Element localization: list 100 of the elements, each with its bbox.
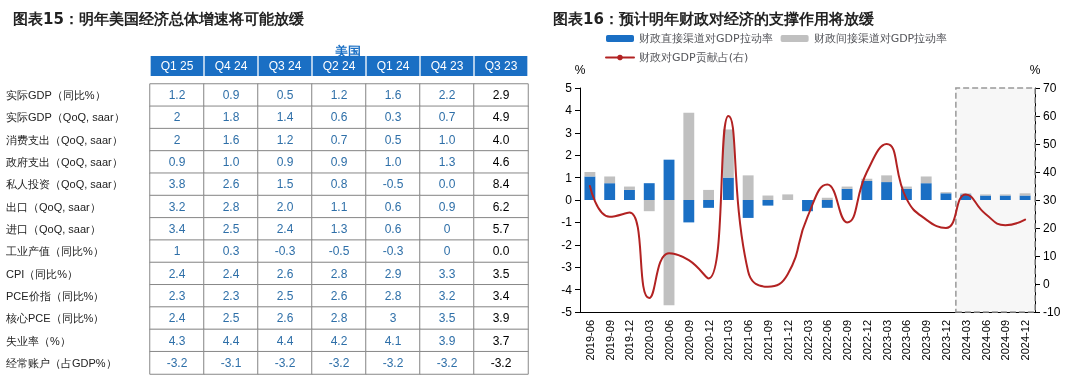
x-tick-label: 2021-12 — [781, 320, 794, 361]
data-label: 0.9 — [276, 155, 294, 170]
data-label: 2.8 — [384, 288, 402, 303]
data-label: 1.5 — [276, 177, 294, 192]
bar — [920, 176, 932, 184]
bar — [604, 176, 616, 184]
y2-tick-label: 50 — [1043, 137, 1057, 151]
data-label: 2.8 — [330, 266, 348, 281]
data-label: 2.3 — [168, 288, 186, 303]
x-tick-label: Q2 24 — [322, 59, 356, 73]
data-label: 1.4 — [276, 110, 294, 125]
bar — [1019, 195, 1031, 200]
data-label: -3.2 — [436, 355, 458, 370]
data-label: 2.6 — [222, 177, 240, 192]
data-label: 2.9 — [492, 88, 510, 103]
data-label: 3.5 — [492, 266, 510, 281]
data-label: -3.2 — [490, 355, 512, 370]
data-label: 2 — [173, 132, 181, 147]
data-label: 2.8 — [222, 199, 240, 214]
bar — [584, 172, 596, 177]
y-tick-label: PCE价指（同比%） — [6, 289, 105, 302]
y-tick-label: 私人投资（QoQ, saar） — [6, 178, 123, 191]
y-tick-label: -4 — [561, 282, 573, 297]
y-tick-label: -2 — [561, 237, 573, 252]
data-label: 2.4 — [276, 222, 294, 236]
x-tick-label: Q3 24 — [268, 59, 302, 73]
data-label: 6.2 — [492, 199, 510, 214]
x-tick-label: Q1 24 — [376, 59, 410, 73]
data-label: 0.9 — [330, 155, 348, 170]
data-label: 5.7 — [492, 222, 510, 236]
data-label: 0.7 — [438, 110, 456, 125]
y-tick-label: 5 — [565, 81, 573, 95]
x-tick-label: 2022-12 — [860, 320, 873, 361]
x-tick-label: 2019-12 — [623, 320, 636, 361]
data-label: 1.0 — [222, 155, 240, 170]
data-label: 2.8 — [330, 311, 348, 326]
y2-tick-label: 70 — [1043, 81, 1057, 95]
x-tick-label: Q1 25 — [160, 59, 194, 73]
bar — [762, 195, 774, 200]
data-label: 1.1 — [330, 199, 348, 214]
bar — [940, 193, 952, 200]
data-label: 3.5 — [438, 311, 456, 326]
data-label: 0.9 — [222, 88, 240, 103]
data-label: 4.4 — [276, 333, 294, 348]
y2-tick-label: -10 — [1043, 305, 1061, 319]
data-label: 2.4 — [222, 266, 240, 281]
x-tick-label: Q4 24 — [214, 59, 248, 73]
data-label: 2 — [173, 110, 181, 125]
data-label: 0.0 — [492, 244, 510, 259]
bar — [604, 183, 616, 200]
data-label: 2.4 — [168, 311, 186, 326]
bar — [1019, 193, 1031, 196]
x-tick-label: 2020-09 — [682, 320, 695, 361]
y-tick-label: -1 — [561, 215, 573, 230]
data-label: -0.5 — [382, 177, 404, 192]
y-tick-label: 进口（QoQ, saar） — [6, 223, 101, 235]
data-label: 3 — [389, 311, 397, 326]
bar — [663, 159, 675, 200]
x-tick-label: 2024-03 — [959, 320, 972, 361]
y-tick-label: 3 — [565, 125, 573, 140]
bar — [742, 175, 754, 200]
data-label: 1.2 — [168, 88, 186, 103]
bar — [643, 200, 655, 212]
y-tick-label: -5 — [561, 305, 573, 319]
data-label: 1.3 — [330, 222, 348, 236]
data-label: 0.5 — [276, 88, 294, 103]
y2-tick-label: 60 — [1043, 109, 1057, 123]
y-tick-label: 失业率（%） — [6, 334, 71, 347]
data-label: 4.4 — [222, 333, 240, 348]
chart-title: 图表15：明年美国经济总体增速将可能放缓 — [13, 9, 305, 28]
x-tick-label: 2022-06 — [821, 320, 834, 361]
bar — [624, 189, 635, 200]
data-label: 1.6 — [222, 132, 240, 147]
data-label: 0.8 — [330, 177, 348, 192]
data-label: 4.6 — [492, 155, 510, 170]
data-label: 1.2 — [330, 88, 348, 103]
data-label: 0.3 — [384, 110, 402, 125]
data-label: 0.6 — [384, 199, 402, 214]
x-tick-label: 2023-06 — [900, 320, 913, 361]
data-label: 0 — [443, 244, 451, 259]
x-tick-label: 2020-03 — [643, 320, 656, 361]
data-label: 1.0 — [438, 132, 456, 147]
x-tick-label: 2023-09 — [920, 320, 933, 361]
bar — [821, 197, 833, 200]
data-label: 1.8 — [222, 110, 240, 125]
y-tick-label: 4 — [565, 103, 573, 118]
x-tick-label: 2021-06 — [742, 320, 755, 361]
data-label: 2.6 — [276, 311, 294, 326]
data-label: 0.0 — [438, 177, 456, 192]
y-tick-label: 1 — [565, 170, 573, 185]
bar — [881, 175, 893, 183]
bar — [841, 186, 853, 189]
data-label: 1 — [173, 244, 181, 259]
y-tick-label: 实际GDP（QoQ, saar） — [6, 111, 125, 124]
data-label: 1.0 — [384, 155, 402, 170]
data-label: 1.6 — [384, 88, 402, 103]
y-tick-label: 0 — [565, 193, 573, 207]
y2-tick-label: 10 — [1043, 249, 1057, 263]
x-tick-label: 2024-12 — [1019, 320, 1032, 361]
data-label: 2.5 — [222, 222, 240, 236]
